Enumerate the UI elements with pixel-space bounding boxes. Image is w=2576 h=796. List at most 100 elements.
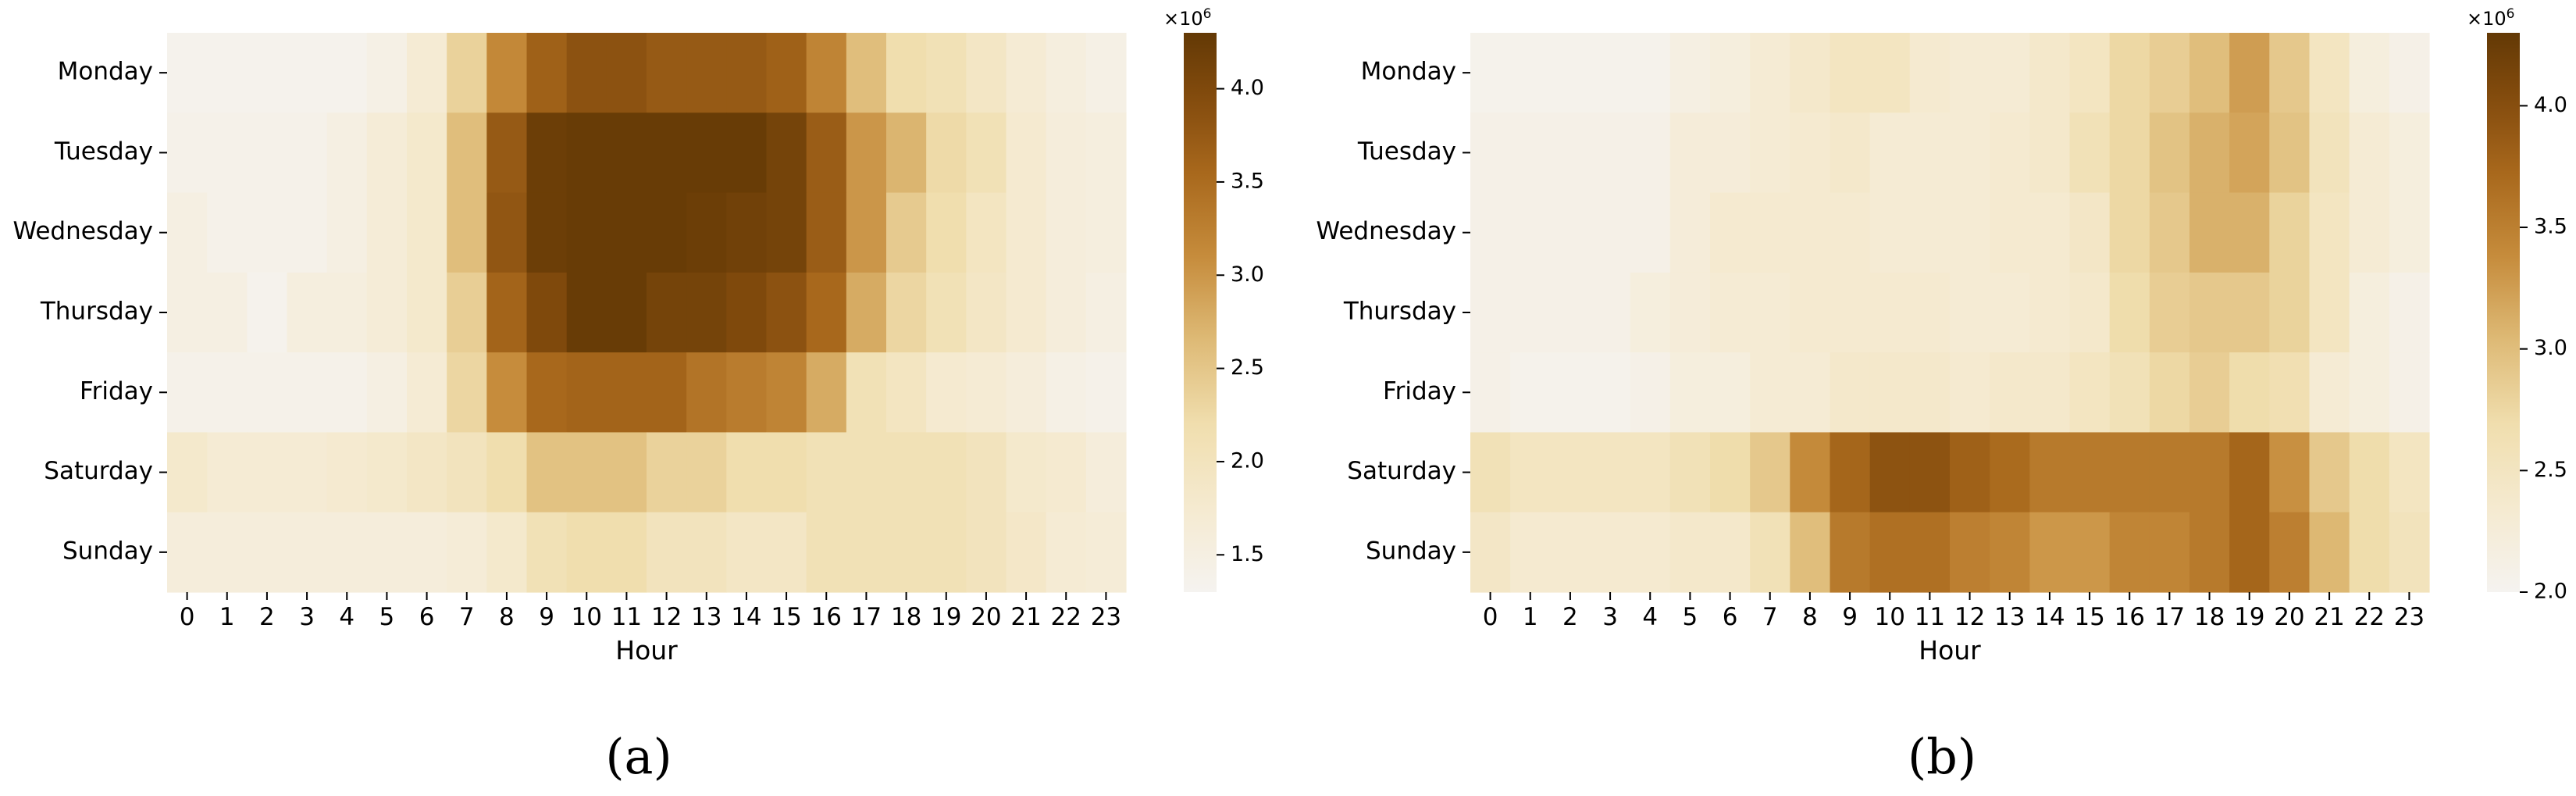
heatmap-cell — [2269, 432, 2311, 513]
heatmap-cell — [287, 33, 328, 113]
heatmap-panel-b: Monday Tuesday Wednesday Thursday Friday Satu… — [1317, 6, 2567, 785]
colorbar-tick-label: 2.0 — [2534, 580, 2567, 604]
heatmap-cell — [2109, 192, 2150, 273]
heatmap-cell — [926, 352, 967, 434]
heatmap-cell — [1470, 192, 1511, 273]
heatmap-cell — [326, 272, 368, 353]
heatmap-cell — [886, 512, 927, 593]
heatmap-cell — [1590, 432, 1631, 513]
heatmap-cell — [1470, 33, 1511, 113]
heatmap-cell — [247, 192, 288, 273]
heatmap-cell — [1830, 272, 1871, 353]
heatmap-cell — [526, 352, 568, 434]
heatmap-cell — [1950, 192, 1990, 273]
heatmap-cell — [926, 272, 967, 353]
heatmap-cell — [2069, 432, 2111, 513]
heatmap-cell — [846, 352, 887, 434]
heatmap-cell — [606, 272, 647, 353]
heatmap-cell — [2069, 352, 2111, 434]
heatmap-cell — [2229, 352, 2270, 434]
heatmap-cell — [2309, 272, 2350, 353]
colorbar-tick-label: 3.5 — [1231, 169, 1264, 193]
heatmap-cell — [806, 33, 847, 113]
heatmap-cell — [326, 33, 368, 113]
heatmap-cell — [2229, 512, 2270, 593]
heatmap-cell — [447, 512, 487, 593]
heatmap-cell — [486, 352, 528, 434]
heatmap-cell — [2149, 272, 2190, 353]
x-axis-label: Hour — [615, 635, 678, 666]
x-tick-label: 14 — [2034, 603, 2065, 631]
x-tick-label: 6 — [419, 603, 435, 631]
heatmap-cell — [1470, 352, 1511, 434]
heatmap-cell — [447, 112, 487, 194]
x-tick-label: 18 — [891, 603, 921, 631]
x-tick-label: 4 — [339, 603, 355, 631]
x-tick-label: 10 — [1875, 603, 1905, 631]
heatmap-cell — [966, 192, 1007, 273]
heatmap-cell — [1510, 192, 1551, 273]
x-tick-label: 17 — [2154, 603, 2185, 631]
heatmap-cell — [1909, 432, 1951, 513]
colorbar-multiplier: ×106 — [1163, 6, 1211, 30]
heatmap-cell — [766, 33, 807, 113]
heatmap-cell — [2229, 432, 2270, 513]
heatmap-cell — [1950, 352, 1990, 434]
heatmap-cell — [966, 33, 1007, 113]
x-tick-label: 3 — [299, 603, 315, 631]
heatmap-cell — [846, 192, 887, 273]
heatmap-cell — [447, 33, 487, 113]
heatmap-cell — [2109, 352, 2150, 434]
heatmap-cell — [1909, 112, 1951, 194]
heatmap-cell — [2029, 512, 2071, 593]
colorbar-tick-label: 4.0 — [1231, 76, 1264, 100]
heatmap-cell — [407, 112, 447, 194]
x-tick-label: 20 — [2274, 603, 2304, 631]
heatmap-cell — [2189, 432, 2230, 513]
heatmap-cell — [566, 272, 607, 353]
heatmap-cell — [326, 192, 368, 273]
heatmap-cell — [2389, 512, 2430, 593]
heatmap-cell — [1630, 272, 1671, 353]
heatmap-cell — [1830, 512, 1871, 593]
heatmap-cell — [2029, 33, 2071, 113]
x-tick-label: 15 — [771, 603, 801, 631]
heatmap-cell — [1750, 33, 1790, 113]
colorbar-tick-label: 4.0 — [2534, 93, 2567, 117]
heatmap-cell — [2309, 432, 2350, 513]
colorbar-tick-label: 3.5 — [2534, 215, 2567, 239]
heatmap-cell — [1950, 432, 1990, 513]
heatmap-cell — [647, 33, 687, 113]
heatmap-cell — [247, 352, 288, 434]
colorbar-tick-label: 3.0 — [2534, 336, 2567, 360]
heatmap-cell — [2149, 512, 2190, 593]
x-tick-label: 0 — [180, 603, 195, 631]
heatmap-cell — [926, 512, 967, 593]
x-tick-label: 2 — [1562, 603, 1578, 631]
heatmap-cell — [1470, 112, 1511, 194]
x-tick-label: 10 — [572, 603, 602, 631]
heatmap-cell — [2349, 192, 2390, 273]
y-tick-label: Tuesday — [1357, 137, 1456, 166]
heatmap-cell — [1710, 512, 1751, 593]
heatmap-cell — [486, 33, 528, 113]
heatmap-cell — [366, 512, 408, 593]
heatmap-cell — [167, 272, 208, 353]
heatmap-cell — [366, 192, 408, 273]
heatmap-cell — [1750, 272, 1790, 353]
y-tick-label: Friday — [80, 377, 153, 405]
heatmap-cell — [526, 33, 568, 113]
y-tick-label: Sunday — [1366, 537, 1456, 565]
heatmap-cell — [247, 512, 288, 593]
heatmap-cell — [366, 272, 408, 353]
heatmap-cell — [1909, 192, 1951, 273]
heatmap-cell — [1750, 112, 1790, 194]
heatmap-cell — [1006, 352, 1047, 434]
heatmap-cell — [1550, 512, 1591, 593]
heatmap-cell — [686, 112, 727, 194]
x-tick-label: 6 — [1723, 603, 1738, 631]
heatmap-cell — [1046, 512, 1087, 593]
y-tick-label: Sunday — [62, 537, 153, 565]
heatmap-cell — [207, 272, 248, 353]
x-tick-label: 19 — [931, 603, 961, 631]
